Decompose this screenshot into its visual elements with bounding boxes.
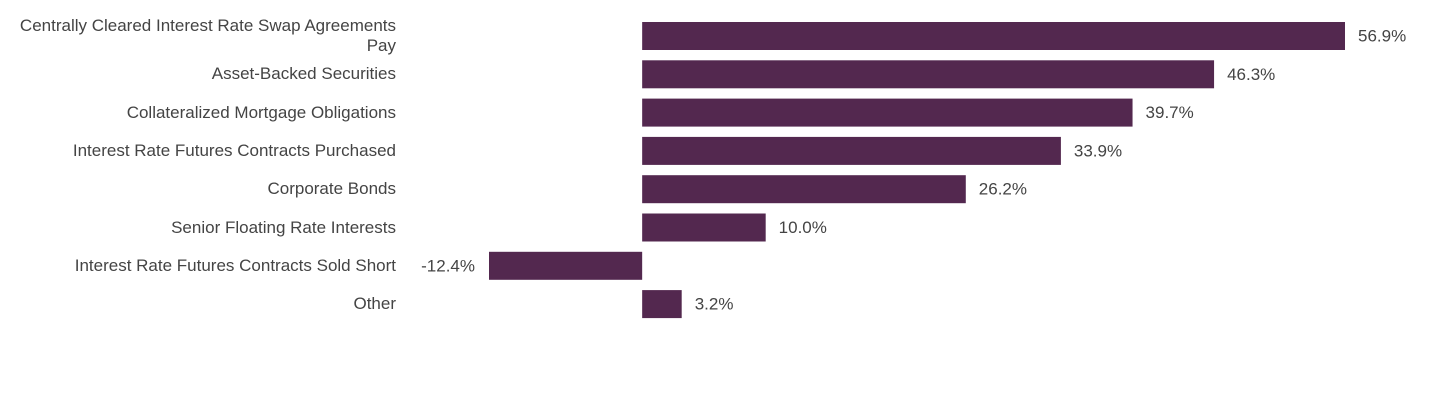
bar bbox=[642, 22, 1345, 50]
bar bbox=[642, 60, 1215, 89]
value-label: 3.2% bbox=[695, 295, 734, 314]
category-label: Other bbox=[353, 294, 396, 314]
category-label: Interest Rate Futures Contracts Purchase… bbox=[72, 140, 396, 160]
category-label: Interest Rate Futures Contracts Sold Sho… bbox=[74, 255, 396, 275]
bar bbox=[642, 98, 1133, 127]
value-label: 10.0% bbox=[779, 218, 827, 237]
bar bbox=[642, 175, 966, 204]
value-label: 26.2% bbox=[979, 180, 1027, 199]
value-label: -12.4% bbox=[421, 256, 475, 275]
value-label: 39.7% bbox=[1146, 103, 1194, 122]
category-label: Centrally Cleared Interest Rate Swap Agr… bbox=[19, 16, 396, 55]
value-label: 33.9% bbox=[1074, 141, 1122, 160]
value-label: 56.9% bbox=[1358, 26, 1406, 45]
bar bbox=[489, 251, 643, 280]
category-label: Senior Floating Rate Interests bbox=[171, 217, 396, 237]
bar bbox=[642, 213, 766, 242]
category-label: Asset-Backed Securities bbox=[211, 64, 396, 84]
value-label: 46.3% bbox=[1227, 65, 1275, 84]
bar bbox=[642, 136, 1061, 165]
category-label: Collateralized Mortgage Obligations bbox=[126, 102, 396, 122]
category-label: Corporate Bonds bbox=[267, 179, 396, 199]
bar bbox=[642, 290, 682, 319]
